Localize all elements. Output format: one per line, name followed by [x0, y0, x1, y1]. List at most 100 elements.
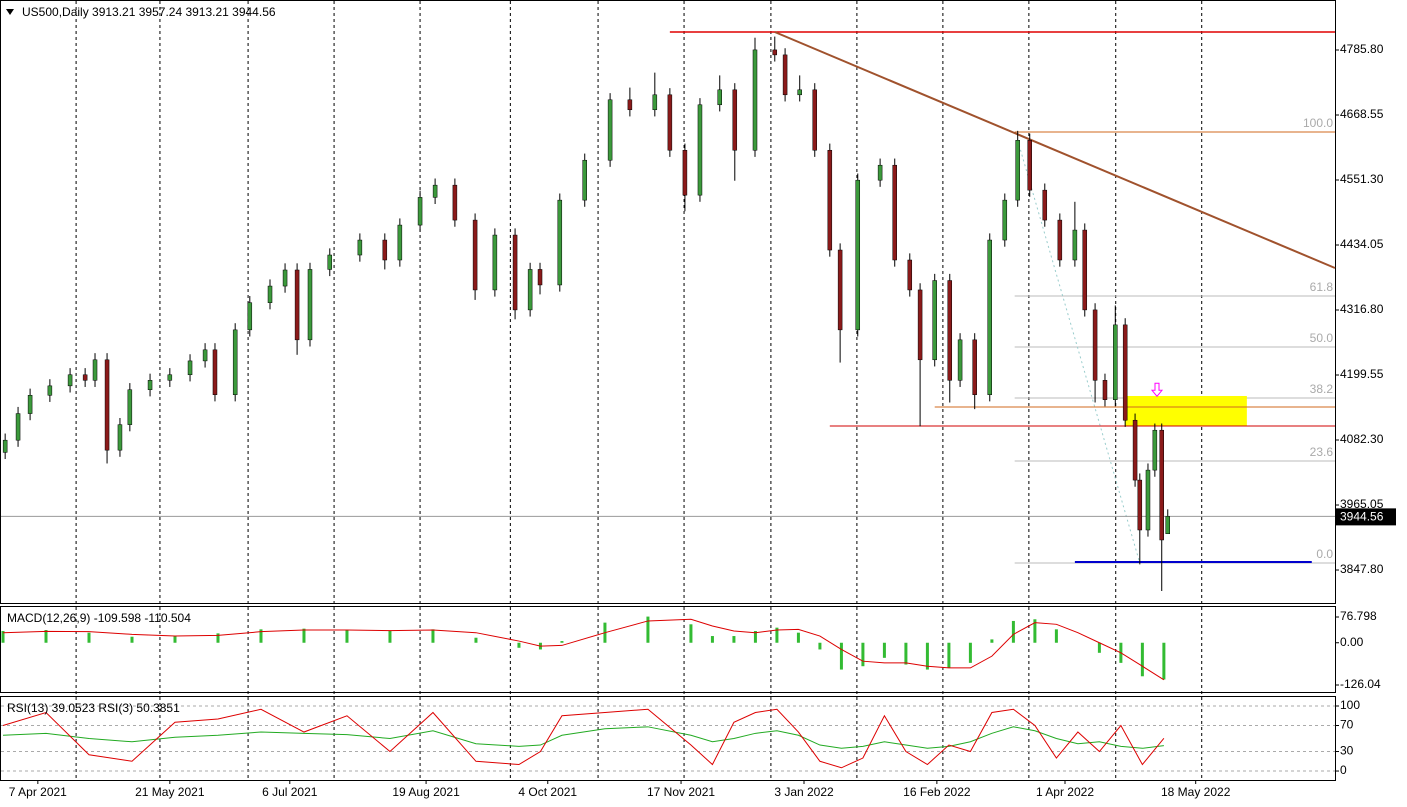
zone	[1124, 395, 1247, 426]
price-panel	[0, 0, 1336, 604]
y-tick-label: 100	[1340, 698, 1360, 712]
candle-body	[1057, 219, 1063, 261]
candle-body	[512, 234, 518, 311]
candle-body	[812, 89, 818, 151]
candle-body	[537, 269, 543, 286]
candle-body	[682, 149, 688, 196]
candle-body	[557, 199, 563, 286]
macd-bar	[710, 636, 714, 643]
candle-body	[772, 49, 778, 56]
candle-body	[247, 302, 253, 331]
candle-body	[232, 329, 238, 395]
menu-triangle	[6, 9, 14, 15]
candle-body	[987, 239, 992, 395]
fib-label: 100.0	[1303, 116, 1333, 130]
rsi-panel	[0, 696, 1336, 781]
candle-body	[1152, 429, 1158, 471]
x-tick-label: 7 Apr 2021	[9, 785, 67, 799]
macd-bar	[796, 632, 800, 643]
candle-body	[212, 349, 218, 395]
candle-body	[582, 159, 587, 201]
signal-arrow	[1150, 382, 1164, 398]
x-tick-label: 4 Oct 2021	[518, 785, 577, 799]
candle-body	[82, 374, 88, 381]
y-tick-label: 4082.30	[1340, 432, 1384, 446]
macd-bar	[173, 636, 177, 643]
last-price-box	[1336, 508, 1396, 526]
macd-bar	[388, 631, 392, 643]
macd-bar	[646, 616, 650, 643]
drawn-line	[1017, 140, 1141, 564]
candle-body	[15, 413, 21, 441]
macd-bar	[87, 632, 91, 643]
macd-bar	[1033, 619, 1037, 643]
candle-body	[1159, 429, 1164, 541]
macd-bar	[474, 637, 478, 643]
macd-bar	[560, 641, 564, 643]
y-tick-label: 0.00	[1340, 635, 1364, 649]
macd-bar	[1162, 642, 1166, 680]
candle-body	[27, 395, 33, 414]
y-tick-label: 76.798	[1340, 609, 1377, 623]
macd-bar	[1097, 642, 1101, 653]
candle-body	[1042, 189, 1048, 221]
candle-body	[127, 389, 133, 425]
y-tick-label: 70	[1340, 718, 1354, 732]
fib-label: 50.0	[1310, 331, 1334, 345]
x-tick-label: 6 Jul 2021	[262, 785, 318, 799]
candle-body	[307, 269, 313, 341]
candle-body	[327, 254, 333, 270]
candle-body	[147, 380, 153, 390]
candle-body	[282, 269, 288, 287]
candle-body	[947, 280, 953, 381]
candle-body	[1165, 516, 1170, 535]
candle-body	[782, 54, 788, 96]
candle-body	[892, 164, 897, 261]
candle-body	[1137, 479, 1143, 531]
y-tick-label: 0	[1340, 763, 1347, 777]
macd-bar	[925, 642, 929, 670]
candle-body	[607, 99, 613, 161]
x-tick-label: 21 May 2021	[135, 785, 205, 799]
candle-body	[697, 104, 703, 196]
candle-body	[357, 239, 363, 256]
candle-body	[492, 234, 498, 291]
candle-body	[67, 374, 73, 387]
chart-title: US500,Daily 3913.21 3957.24 3913.21 3944…	[22, 5, 276, 19]
x-tick-label: 19 Aug 2021	[392, 785, 460, 799]
candle-body	[957, 339, 963, 381]
x-tick-label: 18 May 2022	[1161, 785, 1231, 799]
candle-body	[827, 149, 833, 251]
candle-body	[432, 184, 438, 198]
candle-body	[472, 219, 478, 291]
candle-body	[1122, 324, 1128, 421]
y-tick-label: 4785.80	[1340, 42, 1384, 56]
candle-body	[1015, 140, 1020, 201]
candle-body	[117, 424, 123, 451]
candle-body	[47, 385, 53, 396]
candle-body	[1145, 469, 1151, 531]
y-tick-label: 4434.05	[1340, 237, 1384, 251]
macd-bar	[839, 642, 843, 670]
candle-body	[294, 269, 300, 341]
rsi-line	[2, 726, 1164, 749]
x-tick-label: 3 Jan 2022	[774, 785, 834, 799]
candle-body	[187, 360, 193, 376]
candle-body	[382, 239, 388, 261]
y-tick-label: 3847.80	[1340, 562, 1384, 576]
candle-body	[1132, 419, 1138, 481]
x-tick-label: 1 Apr 2022	[1036, 785, 1094, 799]
candle-body	[104, 359, 110, 451]
candle-body	[667, 94, 673, 151]
indicator-title: MACD(12,26,9) -109.598 -110.504	[7, 611, 191, 625]
macd-bar	[517, 642, 521, 648]
fib-label: 0.0	[1316, 547, 1333, 561]
x-tick-label: 17 Nov 2021	[647, 785, 715, 799]
fib-label: 23.6	[1310, 445, 1334, 459]
macd-bar	[1, 631, 5, 643]
y-tick-label: -126.04	[1340, 677, 1381, 691]
y-tick-label: 4316.80	[1340, 302, 1384, 316]
macd-bar	[259, 629, 263, 643]
macd-bar	[861, 642, 865, 667]
candle-body	[732, 89, 738, 151]
